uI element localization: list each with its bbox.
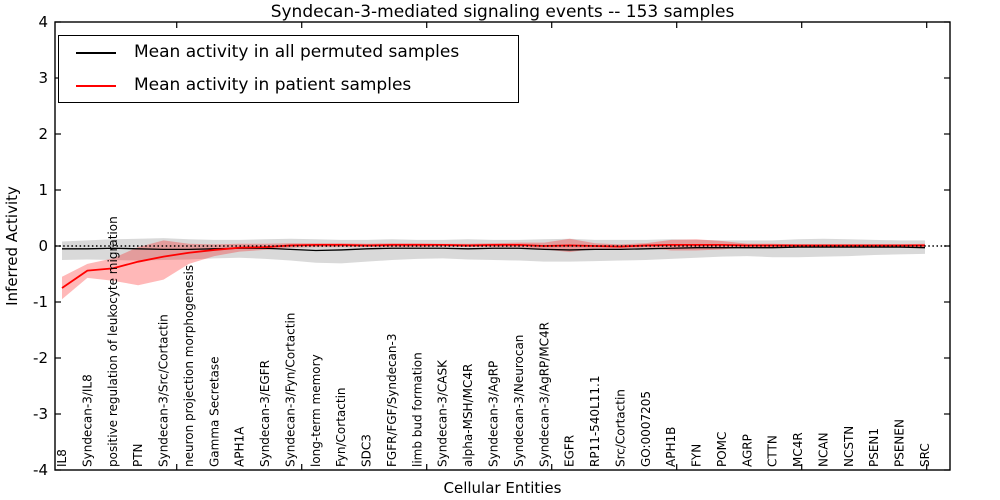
x-tick-label: APH1A <box>233 426 247 467</box>
x-tick-label: FYN <box>690 444 704 467</box>
x-tick-label: GO:0007205 <box>639 391 653 467</box>
x-tick-label: MC4R <box>791 432 805 467</box>
x-tick-label: Syndecan-3/AgRP/MC4R <box>537 322 551 467</box>
x-tick-label: NCSTN <box>842 426 856 467</box>
x-tick-label: PSENEN <box>893 419 907 467</box>
x-tick-label: FGFR/FGF/Syndecan-3 <box>385 334 399 467</box>
x-tick-label: CTTN <box>766 435 780 467</box>
x-tick-label: SDC3 <box>360 434 374 467</box>
x-tick-label: PSEN1 <box>867 428 881 467</box>
chart-title: Syndecan-3-mediated signaling events -- … <box>270 2 735 22</box>
x-tick-label: SRC <box>918 443 932 467</box>
x-tick-label: Syndecan-3/IL8 <box>80 374 94 467</box>
permuted-line-swatch-icon <box>76 51 116 54</box>
patient-line-swatch-icon <box>76 84 116 87</box>
y-tick-label: -4 <box>33 461 48 479</box>
legend-label-permuted: Mean activity in all permuted samples <box>134 42 460 63</box>
legend-row-permuted: Mean activity in all permuted samples <box>59 43 518 62</box>
x-tick-label: alpha-MSH/MC4R <box>461 364 475 467</box>
y-tick-label: -1 <box>33 293 48 311</box>
x-tick-label: Syndecan-3/AgRP <box>487 361 501 467</box>
x-tick-label: Syndecan-3/EGFR <box>258 360 272 467</box>
x-tick-label: NCAN <box>816 432 830 467</box>
x-tick-label: IL8 <box>55 449 69 467</box>
x-tick-label: positive regulation of leukocyte migrati… <box>106 216 120 467</box>
x-tick-label: Syndecan-3/CASK <box>436 359 450 467</box>
y-tick-label: 1 <box>38 181 48 199</box>
x-tick-label: EGFR <box>563 435 577 467</box>
x-tick-label: Syndecan-3/Fyn/Cortactin <box>283 313 297 467</box>
x-tick-label: Syndecan-3/Neurocan <box>512 335 526 467</box>
x-tick-label: long-term memory <box>309 354 323 467</box>
y-tick-label: 3 <box>38 69 48 87</box>
x-tick-label: Fyn/Cortactin <box>334 387 348 467</box>
x-tick-label: neuron projection morphogenesis <box>182 265 196 467</box>
x-tick-label: Src/Cortactin <box>613 389 627 467</box>
legend: Mean activity in all permuted samples Me… <box>58 35 519 103</box>
y-tick-label: -3 <box>33 405 48 423</box>
x-tick-label: Syndecan-3/Src/Cortactin <box>157 314 171 467</box>
y-tick-label: 0 <box>38 237 48 255</box>
legend-label-patient: Mean activity in patient samples <box>134 75 412 96</box>
x-tick-label: RP11-540L11.1 <box>588 376 602 467</box>
y-tick-label: 4 <box>38 13 48 31</box>
x-tick-label: limb bud formation <box>410 352 424 467</box>
y-tick-label: 2 <box>38 125 48 143</box>
x-tick-label: PTN <box>131 443 145 467</box>
x-tick-label: Gamma Secretase <box>207 356 221 467</box>
x-tick-label: APH1B <box>664 427 678 467</box>
mean-line-permuted <box>62 246 926 252</box>
y-tick-label: -2 <box>33 349 48 367</box>
legend-row-patient: Mean activity in patient samples <box>59 76 518 95</box>
x-tick-label: POMC <box>715 432 729 467</box>
x-tick-label: AGRP <box>740 434 754 467</box>
x-axis-label: Cellular Entities <box>443 479 562 497</box>
